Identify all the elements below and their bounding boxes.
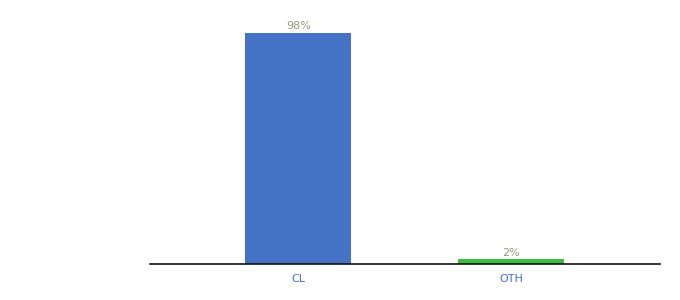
Text: 98%: 98% — [286, 21, 311, 32]
Text: 2%: 2% — [502, 248, 520, 258]
Bar — [245, 33, 352, 264]
Bar — [458, 259, 564, 264]
